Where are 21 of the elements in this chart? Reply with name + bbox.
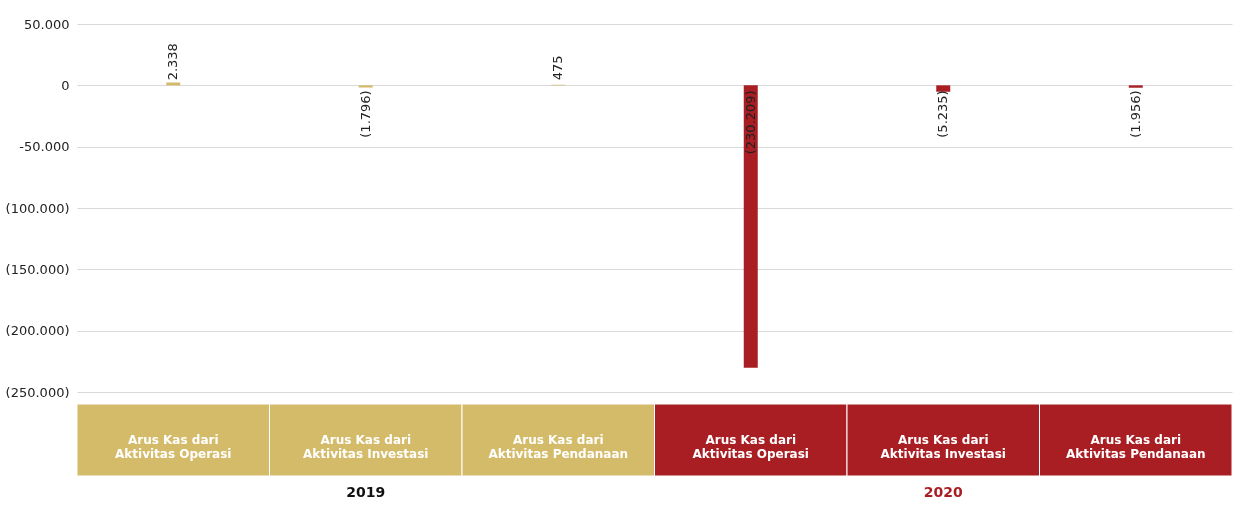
data-label: 2.338 bbox=[165, 43, 181, 81]
data-label: (1.796) bbox=[357, 90, 373, 138]
x-tick-label: Arus Kas dari Aktivitas Operasi bbox=[115, 433, 232, 461]
data-label: 475 bbox=[550, 55, 566, 81]
x-tick-label: Arus Kas dari Aktivitas Pendanaan bbox=[488, 433, 629, 461]
y-tick-label: (100.000) bbox=[5, 200, 70, 216]
text: 2019 bbox=[346, 484, 386, 500]
x-tick-label: Arus Kas dari Aktivitas Investasi bbox=[880, 433, 1006, 461]
y-tick-label: 50.000 bbox=[24, 16, 70, 32]
y-tick-label: -50.000 bbox=[19, 139, 70, 155]
data-label: (5.235) bbox=[935, 90, 951, 138]
text: 2020 bbox=[923, 484, 963, 500]
y-tick-label: 0 bbox=[61, 77, 70, 93]
x-tick-label: Arus Kas dari Aktivitas Investasi bbox=[303, 433, 429, 461]
x-tick-label: Arus Kas dari Aktivitas Operasi bbox=[692, 433, 809, 461]
y-tick-label: (150.000) bbox=[5, 261, 70, 277]
data-label: (230.209) bbox=[742, 90, 758, 155]
y-tick-label: (200.000) bbox=[5, 323, 70, 339]
data-label: (1.956) bbox=[1127, 90, 1143, 138]
y-tick-label: (250.000) bbox=[5, 384, 70, 400]
x-tick-label: Arus Kas dari Aktivitas Pendanaan bbox=[1065, 433, 1206, 461]
